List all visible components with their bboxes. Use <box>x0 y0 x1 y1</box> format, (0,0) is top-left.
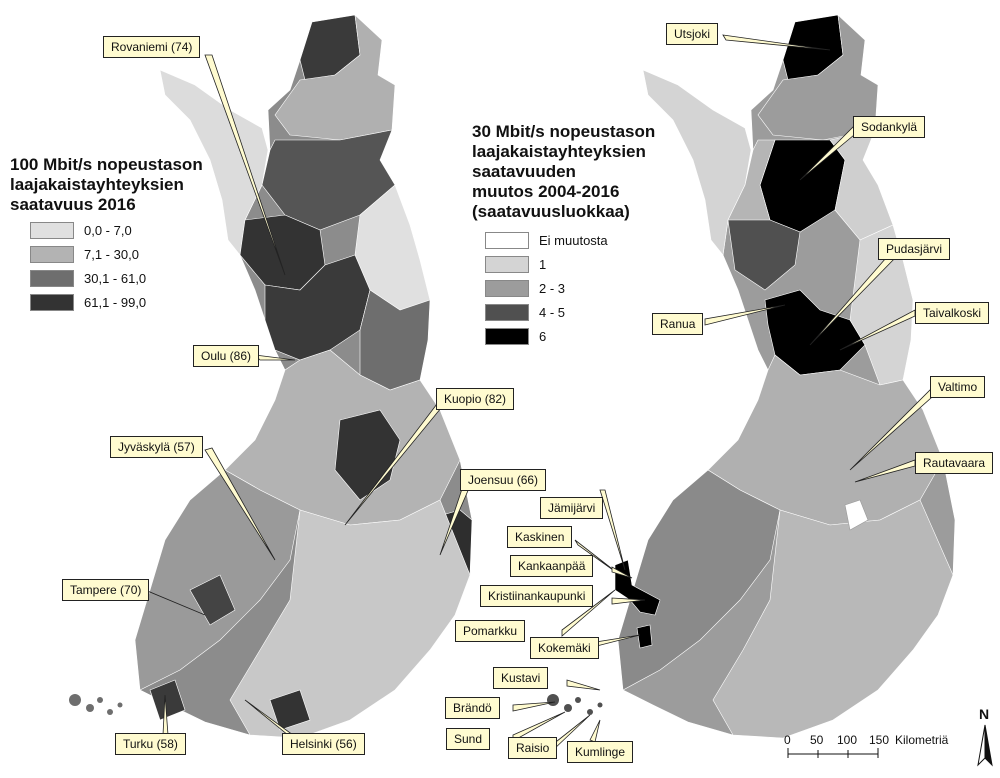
callout-ranua: Ranua <box>652 313 704 335</box>
right-finland-map <box>547 14 956 739</box>
callout-helsinki: Helsinki (56) <box>282 733 365 755</box>
right-legend-label: 1 <box>539 257 547 272</box>
right-legend-label: 4 - 5 <box>539 305 566 320</box>
left-legend-label: 7,1 - 30,0 <box>84 247 139 262</box>
callout-rovaniemi: Rovaniemi (74) <box>103 36 201 58</box>
callout-jamijarvi: Jämijärvi <box>540 497 604 519</box>
callout-kankaanpaa: Kankaanpää <box>510 555 594 577</box>
right-legend-label: Ei muutosta <box>539 233 608 248</box>
callout-brando: Brändö <box>445 697 500 719</box>
callout-kokemaki: Kokemäki <box>530 637 599 659</box>
callout-pudasjarvi: Pudasjärvi <box>878 238 951 260</box>
callout-oulu: Oulu (86) <box>193 345 260 367</box>
callout-raisio: Raisio <box>508 737 558 759</box>
callout-kuopio: Kuopio (82) <box>436 388 515 410</box>
right-white-area <box>844 499 869 531</box>
left-legend-label: 0,0 - 7,0 <box>84 223 132 238</box>
right-legend-label: 2 - 3 <box>539 281 566 296</box>
callout-kaskinen: Kaskinen <box>507 526 573 548</box>
callout-pomarkku: Pomarkku <box>455 620 526 642</box>
callout-tampere: Tampere (70) <box>62 579 150 601</box>
left-legend-swatch <box>30 246 74 263</box>
left-aland-islands <box>69 694 123 715</box>
right-legend-row: 4 - 5 <box>485 304 565 321</box>
callout-kustavi: Kustavi <box>493 667 549 689</box>
right-lapland-west-arm <box>642 69 752 256</box>
scale-tick-50: 50 <box>810 733 824 747</box>
right-legend-swatch <box>485 232 529 249</box>
left-turku-area <box>149 679 186 721</box>
callout-kumlinge: Kumlinge <box>567 741 634 763</box>
right-aland-islands <box>547 694 603 715</box>
left-finland-map <box>69 14 473 739</box>
callout-sund: Sund <box>446 728 491 750</box>
left-southeast-finland <box>229 499 471 739</box>
callout-taivalkoski: Taivalkoski <box>915 302 990 324</box>
left-legend-label: 61,1 - 99,0 <box>84 295 147 310</box>
right-legend-title: 30 Mbit/s nopeustason laajakaistayhteyks… <box>472 122 656 221</box>
scale-tick-150: 150 <box>869 733 890 747</box>
left-tampere-area <box>189 574 236 626</box>
right-southeast-finland <box>712 499 954 739</box>
right-kokemaki <box>636 624 653 649</box>
left-legend-label: 30,1 - 61,0 <box>84 271 147 286</box>
scale-tick-0: 0 <box>784 733 791 747</box>
left-legend-row: 61,1 - 99,0 <box>30 294 146 311</box>
callout-joensuu: Joensuu (66) <box>460 469 547 491</box>
right-satakunta-cluster <box>614 559 661 616</box>
left-legend-row: 7,1 - 30,0 <box>30 246 139 263</box>
callout-valtimo: Valtimo <box>930 376 986 398</box>
right-rovaniemi-area <box>727 219 801 291</box>
right-pudasjarvi-ranua <box>764 289 866 376</box>
callout-rautavaara: Rautavaara <box>915 452 994 474</box>
left-legend-row: 0,0 - 7,0 <box>30 222 132 239</box>
left-legend-swatch <box>30 294 74 311</box>
scale-unit: Kilometriä <box>895 733 949 747</box>
callout-turku: Turku (58) <box>115 733 186 755</box>
right-legend-row: 6 <box>485 328 546 345</box>
right-legend-label: 6 <box>539 329 547 344</box>
right-north-east <box>757 14 879 141</box>
left-legend-swatch <box>30 270 74 287</box>
right-legend-swatch <box>485 328 529 345</box>
right-legend-swatch <box>485 256 529 273</box>
north-arrow-icon <box>977 724 993 767</box>
left-helsinki-area <box>269 689 311 731</box>
north-label: N <box>979 706 990 722</box>
left-legend-title: 100 Mbit/s nopeustason laajakaistayhteyk… <box>10 155 203 214</box>
right-legend-swatch <box>485 280 529 297</box>
left-legend-swatch <box>30 222 74 239</box>
scale-bar <box>787 748 879 758</box>
callout-sodankyla: Sodankylä <box>853 116 926 138</box>
left-leader-lines <box>144 54 471 736</box>
right-legend-row: 1 <box>485 256 546 273</box>
callout-jyvaskyla: Jyväskylä (57) <box>110 436 203 458</box>
scale-tick-100: 100 <box>837 733 858 747</box>
left-legend-row: 30,1 - 61,0 <box>30 270 146 287</box>
right-legend-row: Ei muutosta <box>485 232 608 249</box>
left-north-east <box>274 14 396 141</box>
right-legend-swatch <box>485 304 529 321</box>
callout-kristiinankaupunki: Kristiinankaupunki <box>480 585 594 607</box>
callout-utsjoki: Utsjoki <box>666 23 719 45</box>
right-legend-row: 2 - 3 <box>485 280 565 297</box>
